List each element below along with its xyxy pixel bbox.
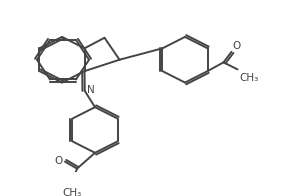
Text: CH₃: CH₃ [239, 73, 259, 83]
Text: CH₃: CH₃ [62, 188, 81, 196]
Text: O: O [232, 41, 241, 51]
Text: N: N [87, 85, 94, 95]
Text: O: O [55, 156, 63, 166]
